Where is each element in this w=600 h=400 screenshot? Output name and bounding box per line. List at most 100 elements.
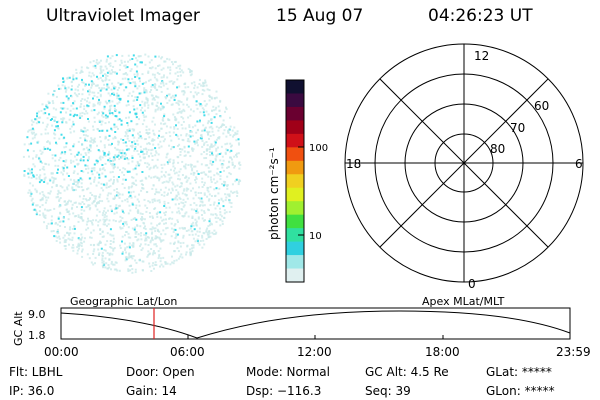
imager-speckle: [118, 97, 121, 100]
imager-speckle: [97, 253, 100, 256]
imager-speckle: [205, 230, 208, 233]
imager-speckle: [90, 167, 93, 170]
imager-speckle: [33, 165, 36, 168]
imager-speckle: [171, 255, 173, 258]
imager-speckle: [112, 162, 114, 165]
imager-speckle: [190, 225, 193, 228]
imager-speckle: [203, 129, 206, 132]
imager-speckle: [135, 116, 138, 119]
imager-speckle: [145, 210, 148, 213]
imager-speckle: [72, 123, 75, 126]
imager-speckle: [31, 127, 34, 130]
imager-speckle: [169, 69, 172, 72]
imager-speckle: [144, 101, 147, 104]
imager-speckle: [140, 151, 143, 153]
imager-speckle: [128, 170, 131, 173]
imager-speckle: [209, 204, 212, 206]
imager-speckle: [164, 60, 167, 63]
imager-speckle: [180, 69, 183, 72]
imager-speckle: [117, 127, 119, 130]
imager-speckle: [234, 180, 237, 183]
imager-speckle: [155, 212, 158, 215]
imager-speckle: [195, 222, 198, 224]
imager-speckle: [146, 99, 149, 102]
imager-speckle: [112, 234, 115, 237]
imager-speckle: [148, 163, 151, 166]
imager-speckle: [198, 102, 201, 105]
imager-speckle: [121, 227, 124, 230]
imager-speckle: [150, 152, 153, 155]
imager-speckle: [195, 140, 198, 143]
imager-speckle: [162, 84, 165, 87]
imager-speckle: [128, 255, 131, 258]
imager-speckle: [114, 131, 117, 133]
imager-speckle: [107, 186, 110, 188]
imager-speckle: [195, 100, 198, 103]
imager-speckle: [131, 185, 134, 188]
imager-speckle: [160, 90, 163, 93]
imager-speckle: [131, 160, 134, 163]
imager-speckle: [208, 220, 211, 223]
imager-speckle: [131, 244, 134, 247]
imager-speckle: [163, 163, 166, 166]
imager-speckle: [184, 193, 187, 196]
imager-speckle: [174, 185, 177, 188]
imager-speckle: [154, 243, 157, 246]
imager-speckle: [81, 78, 83, 81]
imager-speckle: [187, 177, 190, 180]
imager-speckle: [177, 121, 180, 124]
imager-speckle: [200, 197, 203, 200]
imager-speckle: [38, 181, 41, 184]
imager-speckle: [117, 143, 120, 146]
imager-speckle: [171, 217, 174, 220]
imager-speckle: [76, 85, 79, 88]
imager-speckle: [201, 145, 204, 148]
imager-speckle: [120, 156, 123, 159]
imager-speckle: [102, 189, 105, 192]
imager-speckle: [83, 126, 86, 129]
imager-speckle: [135, 204, 138, 207]
imager-speckle: [164, 261, 167, 264]
imager-speckle: [70, 153, 73, 155]
imager-speckle: [166, 57, 169, 60]
imager-speckle: [118, 149, 121, 152]
imager-speckle: [132, 176, 135, 179]
imager-speckle: [99, 67, 102, 70]
imager-speckle: [166, 152, 169, 155]
colorbar: 100 10 photon cm⁻²s⁻¹: [267, 79, 328, 283]
imager-speckle: [165, 218, 167, 221]
imager-speckle: [120, 123, 123, 126]
imager-speckle: [104, 122, 107, 125]
imager-speckle: [149, 166, 152, 169]
imager-speckle: [234, 131, 237, 134]
imager-speckle: [101, 259, 104, 262]
imager-speckle: [105, 101, 108, 104]
imager-speckle: [145, 232, 148, 235]
imager-speckle: [176, 184, 179, 187]
imager-speckle: [156, 166, 159, 169]
imager-speckle: [63, 239, 66, 242]
imager-speckle: [98, 196, 101, 199]
imager-speckle: [40, 179, 43, 182]
imager-speckle: [80, 206, 83, 209]
imager-speckle: [54, 222, 57, 225]
imager-speckle: [132, 244, 135, 247]
imager-speckle: [129, 269, 132, 272]
imager-speckle: [219, 175, 222, 178]
imager-speckle: [180, 185, 183, 188]
imager-speckle: [219, 218, 222, 221]
imager-speckle: [224, 151, 227, 154]
imager-speckle: [108, 63, 110, 66]
imager-speckle: [162, 265, 165, 268]
imager-speckle: [122, 73, 125, 76]
imager-speckle: [184, 82, 187, 85]
imager-speckle: [89, 150, 92, 153]
imager-speckle: [186, 197, 189, 200]
imager-speckle: [217, 202, 220, 205]
imager-speckle: [214, 141, 217, 144]
imager-speckle: [217, 199, 220, 202]
imager-speckle: [138, 131, 141, 134]
imager-speckle: [224, 143, 227, 146]
imager-speckle: [108, 70, 111, 73]
imager-speckle: [208, 232, 211, 235]
